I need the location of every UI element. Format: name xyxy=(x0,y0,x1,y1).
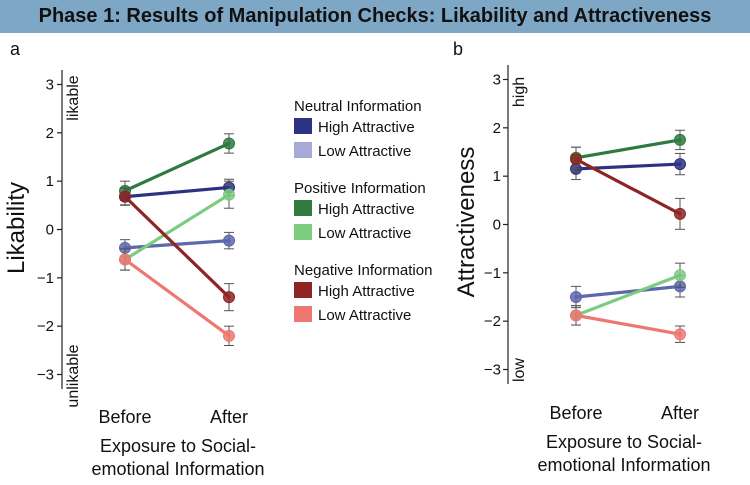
y-tick-label: 0 xyxy=(46,222,54,239)
data-point xyxy=(570,309,582,322)
legend-swatch xyxy=(294,200,312,216)
data-point xyxy=(570,153,582,166)
legend-item-label: High Attractive xyxy=(318,283,415,300)
legend-item-label: Low Attractive xyxy=(318,307,411,324)
legend-swatch xyxy=(294,282,312,298)
x-axis-label-line1: Exposure to Social- xyxy=(100,436,256,456)
series-5 xyxy=(123,257,231,338)
series-line xyxy=(123,185,231,199)
series-4 xyxy=(123,195,231,299)
series-line xyxy=(574,313,682,336)
series-line xyxy=(123,239,231,250)
legend-swatch xyxy=(294,142,312,158)
series-0 xyxy=(123,185,231,199)
series-3 xyxy=(574,273,682,317)
y-tick-label: −3 xyxy=(37,367,54,384)
panel-b-chart: 3 2 1 0 −1 −2 −3 Attractiveness high low Before Aft… xyxy=(453,65,711,475)
series-3 xyxy=(123,193,231,262)
x-axis-label-line1: Exposure to Social- xyxy=(546,432,702,452)
data-point xyxy=(223,291,235,304)
series-1 xyxy=(123,239,231,250)
legend-item-label: Low Attractive xyxy=(318,225,411,242)
y-top-annotation: likable xyxy=(65,75,82,120)
y-tick-label: −1 xyxy=(37,270,54,287)
data-point xyxy=(674,269,686,282)
data-point xyxy=(674,133,686,146)
y-axis-label: Attractiveness xyxy=(453,147,480,298)
data-point xyxy=(674,328,686,341)
y-tick-label: 1 xyxy=(46,173,54,190)
y-tick-label: −2 xyxy=(37,318,54,335)
series-5 xyxy=(574,313,682,336)
data-point xyxy=(570,291,582,303)
data-point xyxy=(223,188,235,201)
panel-a-label: a xyxy=(10,39,21,59)
legend: Neutral Information High Attractive Low At… xyxy=(294,98,432,324)
panel-b-label: b xyxy=(453,39,463,59)
y-tick-label: −1 xyxy=(484,265,501,282)
x-category-label: Before xyxy=(549,403,602,423)
x-category-label: Before xyxy=(98,407,151,427)
y-tick-label: −3 xyxy=(484,362,501,379)
y-tick-label: 3 xyxy=(46,77,54,94)
series-line xyxy=(123,195,231,299)
figure-title: Phase 1: Results of Manipulation Checks:… xyxy=(0,0,750,33)
y-top-annotation: high xyxy=(511,77,528,107)
series-line xyxy=(574,157,682,216)
series-line xyxy=(574,138,682,160)
series-2 xyxy=(574,138,682,160)
legend-group-title: Negative Information xyxy=(294,262,432,279)
legend-item-label: High Attractive xyxy=(318,119,415,136)
y-tick-label: 0 xyxy=(493,217,501,234)
x-axis-label-line2: emotional Information xyxy=(91,459,264,479)
series-line xyxy=(574,284,682,299)
y-bottom-annotation: unlikable xyxy=(65,344,82,407)
legend-swatch xyxy=(294,306,312,322)
series-line xyxy=(123,141,231,193)
legend-swatch xyxy=(294,118,312,134)
series-2 xyxy=(123,141,231,193)
y-bottom-annotation: low xyxy=(511,358,528,382)
series-4 xyxy=(574,157,682,216)
data-point xyxy=(223,234,235,247)
legend-item-label: Low Attractive xyxy=(318,143,411,160)
y-tick-label: 2 xyxy=(493,120,501,137)
data-point xyxy=(674,207,686,220)
y-axis-label: Likability xyxy=(3,182,30,274)
y-tick-label: −2 xyxy=(484,313,501,330)
series-line xyxy=(123,193,231,262)
data-point xyxy=(674,158,686,171)
data-point xyxy=(119,190,131,203)
x-category-label: After xyxy=(661,403,699,423)
data-point xyxy=(223,137,235,150)
y-tick-label: 1 xyxy=(493,168,501,185)
y-tick-label: 2 xyxy=(46,125,54,142)
y-tick-label: 3 xyxy=(493,72,501,89)
panel-a-chart: 3 2 1 0 −1 −2 −3 Likability likable unlikable Befo… xyxy=(3,70,265,479)
legend-group-title: Positive Information xyxy=(294,180,426,197)
legend-swatch xyxy=(294,224,312,240)
data-point xyxy=(119,253,131,266)
series-line xyxy=(574,273,682,317)
legend-group-title: Neutral Information xyxy=(294,98,422,115)
series-line xyxy=(123,257,231,338)
data-point xyxy=(223,329,235,342)
legend-item-label: High Attractive xyxy=(318,201,415,218)
x-category-label: After xyxy=(210,407,248,427)
x-axis-label-line2: emotional Information xyxy=(537,455,710,475)
series-1 xyxy=(574,284,682,299)
